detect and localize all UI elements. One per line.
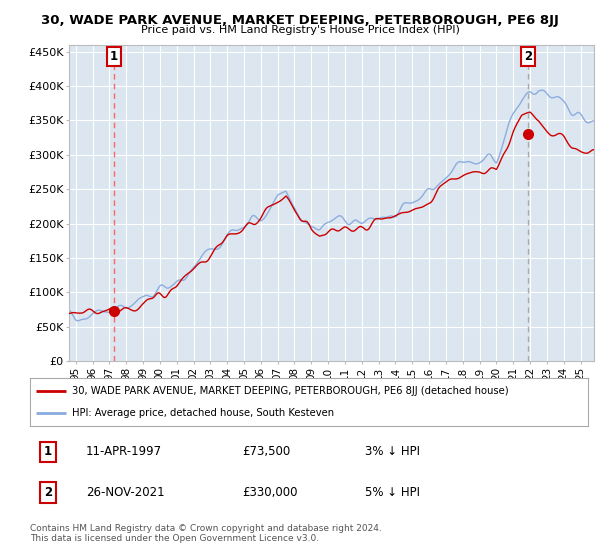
Text: 1: 1 [44, 445, 52, 459]
Text: 1: 1 [110, 50, 118, 63]
Text: £73,500: £73,500 [242, 445, 290, 459]
Text: 5% ↓ HPI: 5% ↓ HPI [365, 486, 420, 499]
Text: £330,000: £330,000 [242, 486, 298, 499]
Text: 2: 2 [44, 486, 52, 499]
Text: Price paid vs. HM Land Registry's House Price Index (HPI): Price paid vs. HM Land Registry's House … [140, 25, 460, 35]
Text: 30, WADE PARK AVENUE, MARKET DEEPING, PETERBOROUGH, PE6 8JJ (detached house): 30, WADE PARK AVENUE, MARKET DEEPING, PE… [72, 386, 508, 396]
Text: 3% ↓ HPI: 3% ↓ HPI [365, 445, 420, 459]
Text: 30, WADE PARK AVENUE, MARKET DEEPING, PETERBOROUGH, PE6 8JJ: 30, WADE PARK AVENUE, MARKET DEEPING, PE… [41, 14, 559, 27]
Text: Contains HM Land Registry data © Crown copyright and database right 2024.
This d: Contains HM Land Registry data © Crown c… [30, 524, 382, 543]
Text: 11-APR-1997: 11-APR-1997 [86, 445, 162, 459]
Text: HPI: Average price, detached house, South Kesteven: HPI: Average price, detached house, Sout… [72, 408, 334, 418]
Text: 2: 2 [524, 50, 532, 63]
Text: 26-NOV-2021: 26-NOV-2021 [86, 486, 164, 499]
